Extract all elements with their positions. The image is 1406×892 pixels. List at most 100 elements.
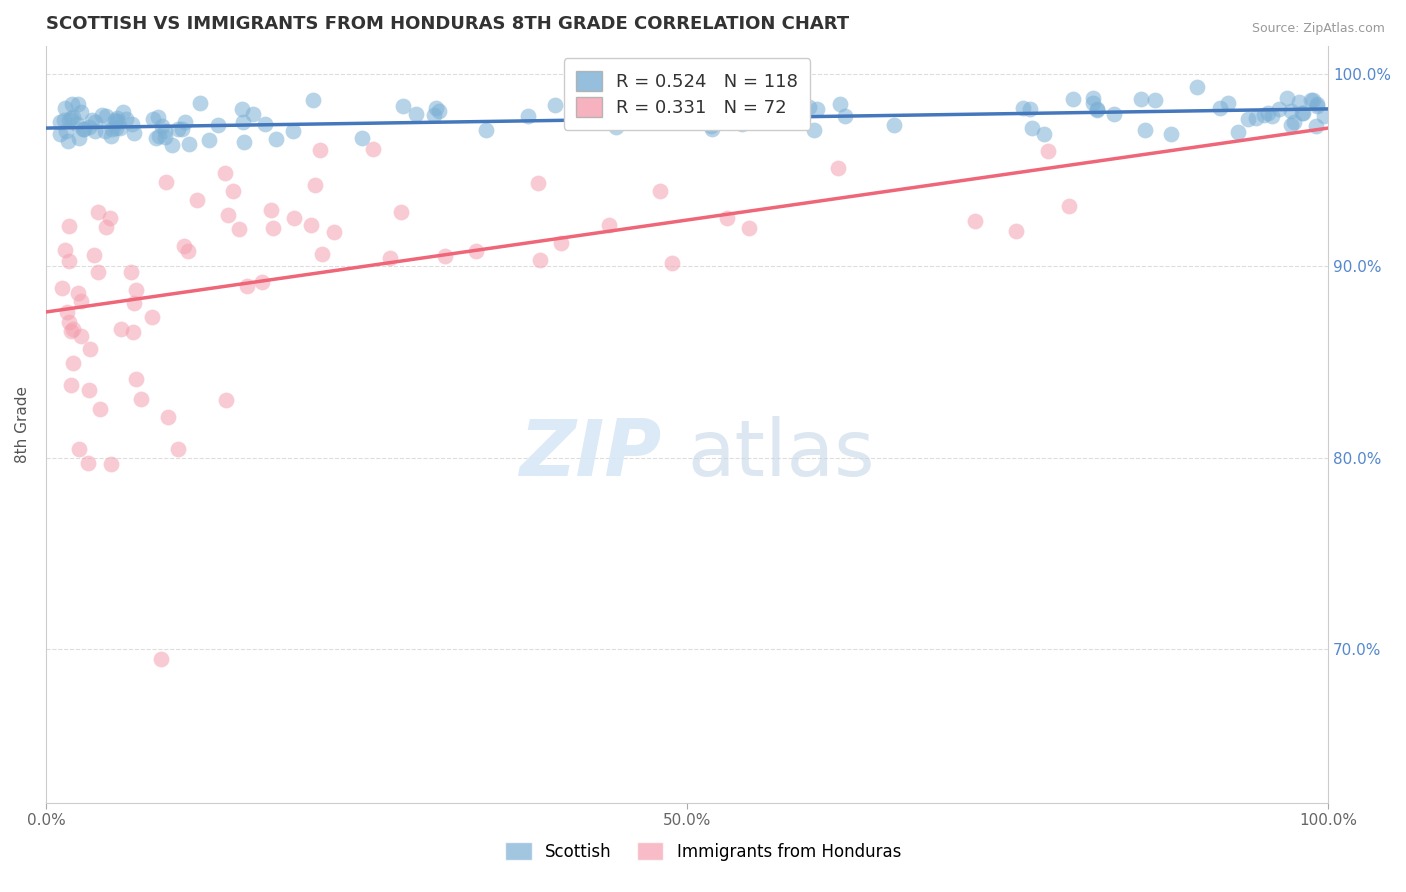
Point: [174, 114, 197, 128]
Point: [264, 132, 287, 146]
Point: [1288, 95, 1310, 110]
Point: [72, 121, 94, 136]
Point: [111, 105, 134, 120]
Point: [425, 101, 447, 115]
Point: [1306, 96, 1329, 111]
Point: [173, 238, 195, 252]
Point: [1087, 102, 1109, 116]
Point: [86, 264, 108, 278]
Point: [725, 102, 748, 116]
Point: [186, 193, 208, 207]
Point: [58, 112, 80, 127]
Point: [67, 442, 90, 456]
Point: [262, 221, 284, 235]
Point: [142, 112, 165, 126]
Point: [350, 130, 373, 145]
Point: [100, 457, 122, 471]
Point: [198, 133, 221, 147]
Point: [1216, 95, 1239, 110]
Point: [716, 211, 738, 225]
Point: [311, 246, 333, 260]
Point: [1036, 144, 1059, 158]
Point: [1302, 93, 1324, 107]
Point: [699, 119, 721, 133]
Point: [1253, 108, 1275, 122]
Point: [51, 281, 73, 295]
Point: [115, 112, 138, 127]
Point: [1292, 105, 1315, 120]
Point: [110, 120, 132, 135]
Point: [110, 322, 132, 336]
Point: [797, 100, 820, 114]
Point: [83, 248, 105, 262]
Point: [84, 114, 107, 128]
Point: [232, 114, 254, 128]
Point: [122, 295, 145, 310]
Point: [1085, 103, 1108, 118]
Point: [1021, 121, 1043, 136]
Point: [104, 114, 127, 128]
Point: [60, 378, 83, 392]
Point: [405, 107, 427, 121]
Point: [1282, 115, 1305, 129]
Point: [217, 208, 239, 222]
Point: [77, 383, 100, 397]
Point: [766, 97, 789, 112]
Point: [422, 108, 444, 122]
Point: [465, 244, 488, 258]
Point: [148, 110, 170, 124]
Point: [433, 249, 456, 263]
Point: [150, 652, 173, 666]
Point: [121, 117, 143, 131]
Point: [806, 102, 828, 116]
Point: [82, 113, 104, 128]
Point: [1226, 125, 1249, 139]
Point: [100, 122, 122, 136]
Point: [148, 128, 170, 143]
Point: [67, 97, 90, 112]
Legend: R = 0.524   N = 118, R = 0.331   N = 72: R = 0.524 N = 118, R = 0.331 N = 72: [564, 59, 810, 130]
Point: [94, 123, 117, 137]
Point: [301, 93, 323, 107]
Point: [70, 293, 93, 308]
Point: [427, 103, 450, 118]
Point: [67, 131, 90, 145]
Point: [60, 324, 83, 338]
Point: [94, 109, 117, 123]
Point: [392, 99, 415, 113]
Point: [94, 219, 117, 234]
Point: [228, 222, 250, 236]
Point: [738, 221, 761, 235]
Point: [1160, 128, 1182, 142]
Point: [1279, 104, 1302, 119]
Point: [1130, 92, 1153, 106]
Point: [62, 322, 84, 336]
Text: Source: ZipAtlas.com: Source: ZipAtlas.com: [1251, 22, 1385, 36]
Point: [965, 213, 987, 227]
Text: ZIP: ZIP: [519, 417, 661, 492]
Point: [58, 315, 80, 329]
Point: [207, 119, 229, 133]
Point: [120, 265, 142, 279]
Point: [141, 310, 163, 325]
Point: [1313, 109, 1336, 123]
Point: [77, 120, 100, 134]
Point: [1081, 96, 1104, 111]
Point: [299, 219, 322, 233]
Point: [87, 205, 110, 219]
Point: [60, 112, 83, 126]
Point: [1281, 118, 1303, 132]
Point: [361, 142, 384, 156]
Point: [1275, 91, 1298, 105]
Point: [1005, 224, 1028, 238]
Point: [62, 356, 84, 370]
Point: [121, 325, 143, 339]
Point: [322, 225, 344, 239]
Point: [53, 101, 76, 115]
Point: [125, 283, 148, 297]
Point: [1237, 112, 1260, 127]
Point: [56, 134, 79, 148]
Point: [605, 120, 627, 134]
Point: [70, 104, 93, 119]
Point: [1291, 106, 1313, 120]
